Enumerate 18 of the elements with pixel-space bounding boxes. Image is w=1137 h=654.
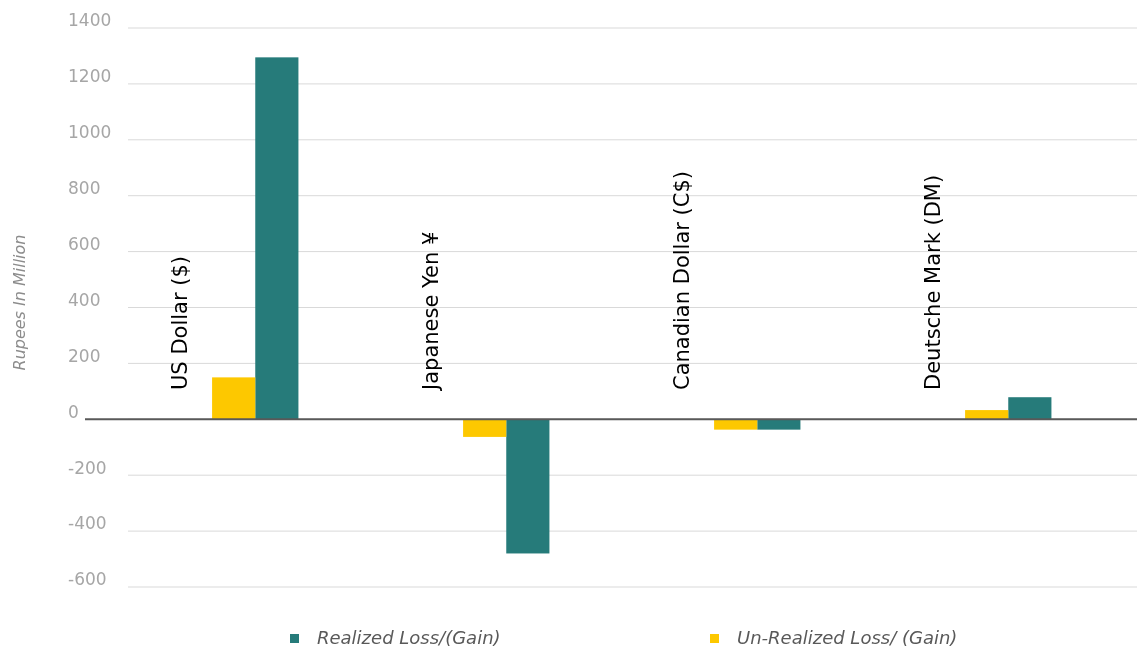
y-tick-label: -600 (68, 569, 107, 590)
y-tick-label: 1000 (68, 122, 112, 143)
x-tick-label: US Dollar ($) (167, 256, 192, 390)
y-tick-label: -400 (68, 513, 107, 534)
x-tick-label: Japanese Yen ¥ (418, 231, 443, 392)
y-tick-label: 1200 (68, 66, 112, 87)
legend-label: Realized Loss/(Gain) (317, 627, 501, 648)
y-tick-label: 0 (68, 401, 79, 422)
y-tick-label: 1400 (68, 10, 112, 31)
legend-label: Un-Realized Loss/ (Gain) (737, 627, 958, 648)
y-tick-label: 200 (68, 345, 101, 366)
y-axis-title: Rupees In Million (10, 234, 29, 371)
x-tick-label: Canadian Dollar (C$) (669, 170, 694, 390)
x-tick-label: Deutsche Mark (DM) (920, 174, 945, 390)
y-tick-label: 600 (68, 233, 101, 254)
y-tick-label: 400 (68, 289, 101, 310)
y-tick-label: -200 (68, 457, 107, 478)
y-tick-label: 800 (68, 178, 101, 198)
